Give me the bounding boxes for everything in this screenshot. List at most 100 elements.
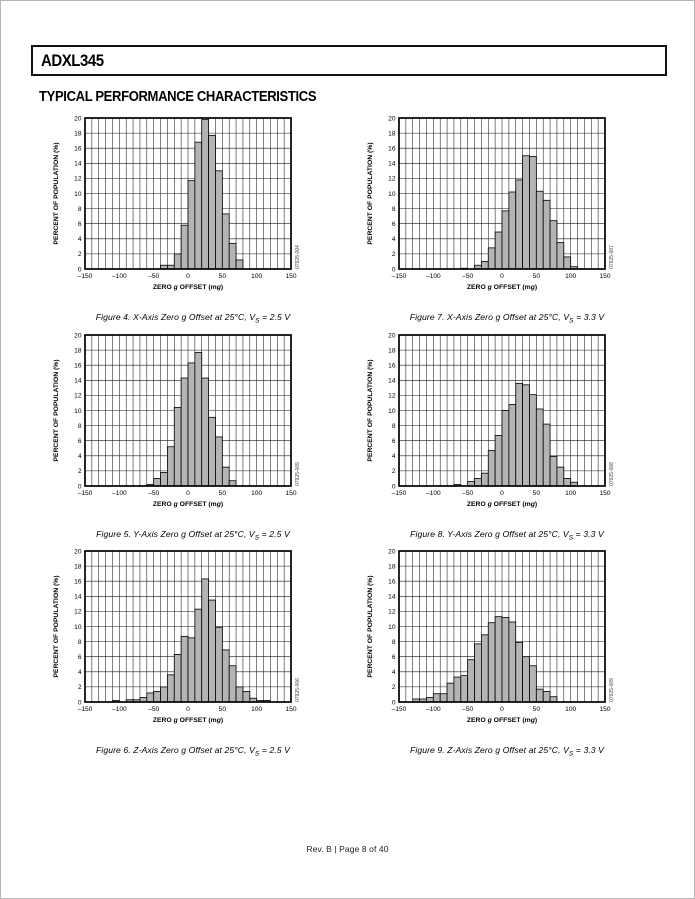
histogram-bar	[208, 416, 216, 487]
svg-text:12: 12	[388, 176, 396, 183]
y-axis-label: PERCENT OF POPULATION (%)	[53, 576, 60, 678]
svg-text:0: 0	[392, 266, 396, 273]
histogram-bar	[556, 466, 565, 487]
figure-code: 07925-007	[609, 245, 615, 269]
x-tick-labels: –150 –100 –50 0 50 100 150	[78, 273, 297, 280]
histogram-bar	[201, 578, 210, 703]
figure-caption: Figure 7. X-Axis Zero g Offset at 25°C, …	[353, 312, 661, 325]
caption-subscript: S	[254, 751, 260, 759]
svg-text:8: 8	[78, 639, 82, 646]
histogram-bar	[166, 674, 175, 703]
histogram-bar	[187, 637, 196, 703]
svg-text:–150: –150	[78, 273, 93, 280]
figure-code: 07925-009	[609, 678, 615, 702]
svg-text:0: 0	[186, 706, 190, 713]
histogram-bar	[508, 622, 517, 703]
svg-text:2: 2	[392, 685, 396, 692]
svg-text:20: 20	[388, 332, 396, 339]
svg-text:10: 10	[74, 408, 82, 415]
histogram-bar	[201, 377, 210, 487]
caption-text: Figure 5. Y-Axis Zero g Offset at 25°C, …	[96, 528, 255, 539]
x-tick-labels: –150 –100 –50 0 50 100 150	[78, 706, 297, 713]
histogram-bar	[549, 455, 558, 487]
plot-frame	[84, 550, 292, 704]
svg-text:20: 20	[74, 549, 82, 556]
histogram-bar	[439, 693, 448, 703]
svg-text:–100: –100	[426, 490, 441, 497]
grid-lines	[398, 117, 606, 270]
svg-text:2: 2	[78, 685, 82, 692]
histogram-bar	[215, 170, 223, 270]
x-tick-labels: –150 –100 –50 0 50 100 150	[392, 273, 611, 280]
svg-text:14: 14	[388, 377, 396, 384]
svg-text:12: 12	[74, 176, 82, 183]
caption-text: Figure 6. Z-Axis Zero g Offset at 25°C, …	[95, 745, 255, 756]
svg-text:14: 14	[388, 161, 396, 168]
svg-text:6: 6	[78, 221, 82, 228]
svg-text:150: 150	[599, 490, 610, 497]
histogram-bar	[160, 686, 168, 703]
svg-text:6: 6	[392, 438, 396, 445]
svg-text:0: 0	[78, 700, 82, 707]
figure-code: 07925-004	[295, 245, 301, 269]
histogram-bar	[153, 691, 161, 703]
svg-text:0: 0	[500, 706, 504, 713]
y-tick-labels: 0 2 4 6 8 10 12 14 16 18 20	[74, 115, 82, 273]
histogram-bars	[460, 155, 578, 270]
histogram-bar	[208, 134, 216, 270]
svg-text:20: 20	[388, 549, 396, 556]
histogram-bar	[487, 449, 496, 487]
histogram-bar	[166, 446, 175, 487]
x-axis-label: ZERO g OFFSET (mg)	[467, 284, 537, 291]
histogram-bar	[194, 351, 203, 487]
svg-text:50: 50	[219, 273, 227, 280]
svg-text:20: 20	[388, 115, 396, 122]
svg-text:150: 150	[285, 273, 296, 280]
histogram-bar	[187, 362, 196, 487]
svg-text:0: 0	[392, 483, 396, 490]
histogram-bar	[522, 155, 530, 270]
svg-text:–150: –150	[392, 490, 407, 497]
x-axis-label: ZERO g OFFSET (mg)	[153, 717, 223, 724]
histogram-bar	[467, 659, 475, 703]
svg-text:2: 2	[392, 468, 396, 475]
histogram-bar	[549, 220, 558, 270]
svg-text:4: 4	[392, 670, 396, 677]
y-tick-labels: 0 2 4 6 8 10 12 14 16 18 20	[74, 332, 82, 490]
svg-text:50: 50	[219, 706, 227, 713]
svg-text:0: 0	[78, 266, 82, 273]
caption-tail: = 3.3 V	[573, 312, 605, 322]
histogram-bar	[522, 656, 530, 703]
svg-text:8: 8	[78, 423, 82, 430]
x-axis-label: ZERO g OFFSET (mg)	[467, 501, 537, 508]
svg-text:0: 0	[500, 273, 504, 280]
figure-block: –150 –100 –50 0 50 100 150 0 2 4 6 8 10 12 14 16 18 20 ZER…	[353, 328, 661, 541]
svg-text:100: 100	[565, 490, 576, 497]
svg-text:16: 16	[74, 146, 82, 153]
svg-text:100: 100	[251, 706, 262, 713]
caption-tail: = 2.5 V	[259, 528, 290, 539]
histogram-bar	[235, 686, 244, 703]
histogram-bar	[228, 665, 237, 703]
x-axis-label: ZERO g OFFSET (mg)	[153, 501, 223, 508]
histogram-bar	[501, 617, 510, 703]
svg-text:6: 6	[78, 438, 82, 445]
histogram-bar	[487, 622, 496, 703]
histogram-bar	[235, 259, 244, 270]
caption-text: Figure 7. X-Axis Zero g Offset at 25°C, …	[409, 312, 570, 322]
svg-text:–100: –100	[112, 706, 127, 713]
histogram-bars	[146, 351, 237, 487]
histogram-bar	[494, 434, 503, 487]
y-tick-labels: 0 2 4 6 8 10 12 14 16 18 20	[74, 549, 82, 707]
page-title: TYPICAL PERFORMANCE CHARACTERISTICS	[39, 89, 317, 105]
svg-text:4: 4	[392, 236, 396, 243]
svg-text:18: 18	[74, 130, 82, 137]
y-tick-labels: 0 2 4 6 8 10 12 14 16 18 20	[388, 549, 396, 707]
svg-text:0: 0	[186, 273, 190, 280]
figure-code: 07925-008	[609, 462, 615, 486]
histogram-bar	[173, 406, 182, 487]
caption-subscript: S	[569, 317, 574, 325]
figure-code: 07925-005	[295, 462, 301, 486]
svg-text:–150: –150	[392, 273, 407, 280]
